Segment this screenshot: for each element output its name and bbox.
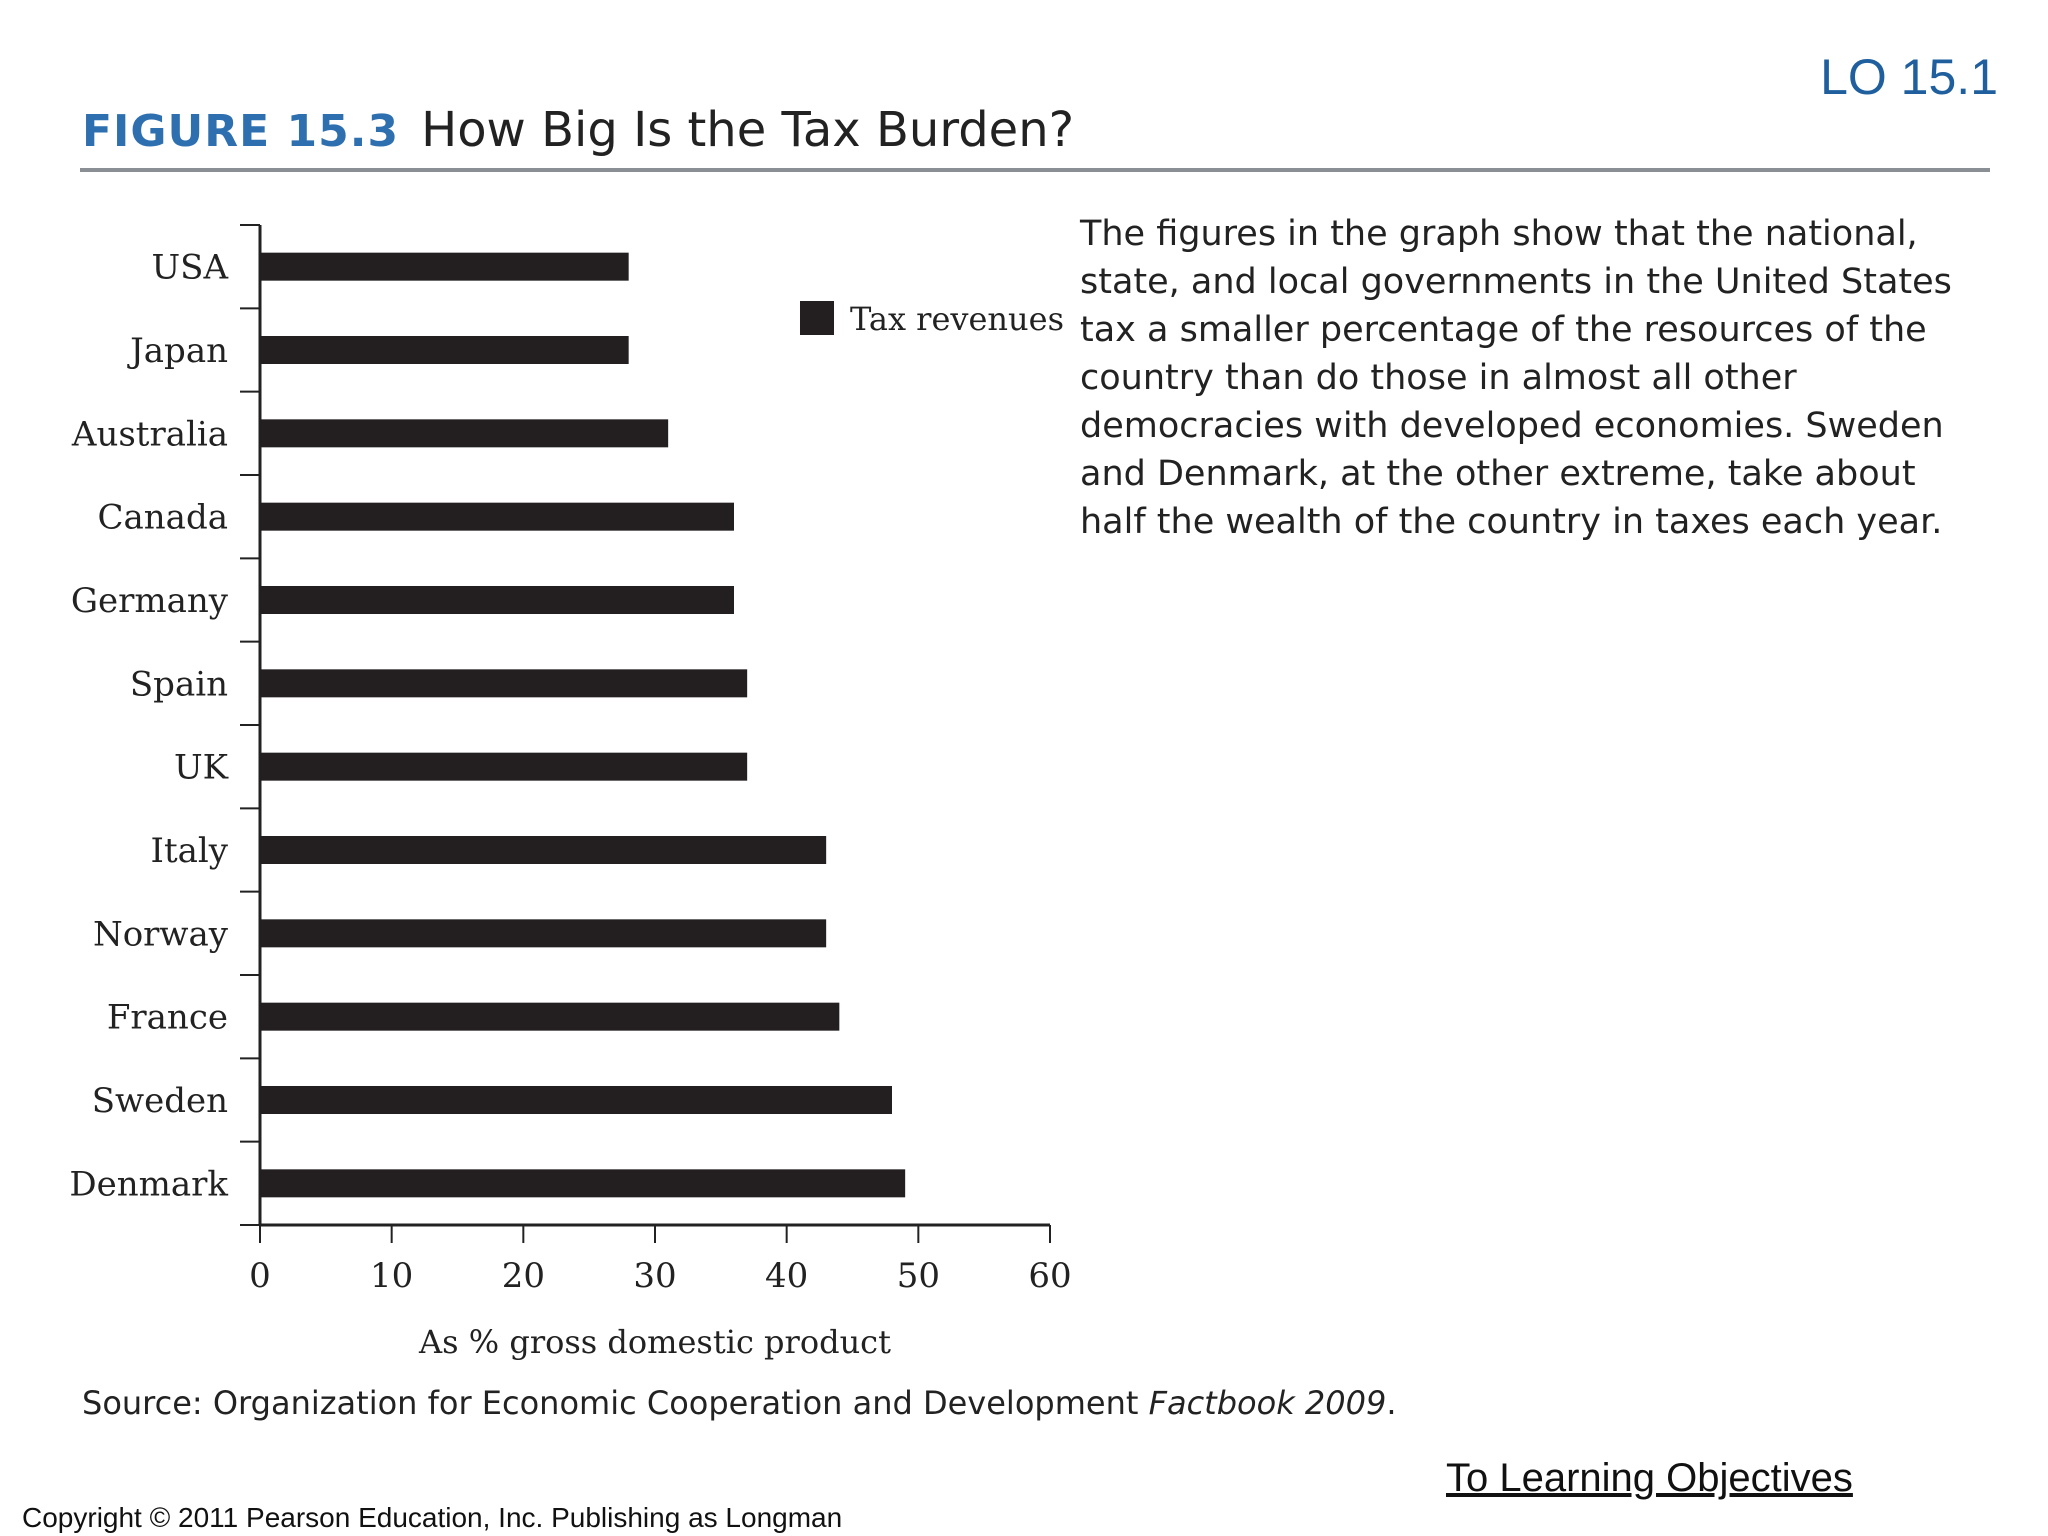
- category-label: UK: [174, 748, 229, 788]
- learning-objectives-link[interactable]: To Learning Objectives: [1446, 1456, 1853, 1500]
- bar-norway: [260, 919, 827, 948]
- x-tick-label: 40: [765, 1256, 808, 1296]
- category-label: Australia: [71, 414, 228, 454]
- figure-title: How Big Is the Tax Burden?: [421, 102, 1075, 158]
- bar-denmark: [260, 1169, 906, 1198]
- category-label: Norway: [93, 914, 229, 954]
- category-label: Italy: [151, 831, 229, 871]
- bar-spain: [260, 669, 748, 698]
- bar-japan: [260, 336, 629, 364]
- x-tick-label: 30: [633, 1256, 676, 1296]
- x-axis-title: As % gross domestic product: [418, 1323, 891, 1361]
- figure-label: FIGURE 15.3: [82, 106, 400, 157]
- chart-legend: Tax revenues: [800, 300, 1064, 338]
- bar-france: [260, 1002, 840, 1031]
- bar-chart: 0 10 20 30 40 50 60 As % gross domestic product…: [69, 224, 1072, 1361]
- category-label: France: [107, 998, 228, 1038]
- category-label: Canada: [98, 498, 229, 538]
- source-publication: Factbook 2009: [1148, 1384, 1387, 1422]
- bar-germany: [260, 586, 734, 614]
- category-label: Germany: [71, 581, 229, 621]
- category-label: Denmark: [69, 1164, 228, 1204]
- chart-labels: 0 10 20 30 40 50 60 As % gross domestic product…: [69, 248, 1071, 1361]
- legend-swatch: [800, 301, 834, 335]
- chart-axes: [240, 224, 1051, 1243]
- source-note: Source: Organization for Economic Cooper…: [82, 1384, 1397, 1422]
- x-tick-label: 50: [897, 1256, 940, 1296]
- source-suffix: .: [1386, 1384, 1397, 1422]
- bar-canada: [260, 502, 734, 531]
- copyright-notice: Copyright © 2011 Pearson Education, Inc.…: [22, 1502, 843, 1533]
- header-divider: [80, 168, 1990, 172]
- x-tick-label: 20: [502, 1256, 545, 1296]
- source-prefix: Source: Organization for Economic Cooper…: [82, 1384, 1149, 1422]
- category-label: Japan: [127, 331, 228, 371]
- legend-label: Tax revenues: [850, 300, 1064, 338]
- category-label: Spain: [130, 664, 228, 704]
- bar-italy: [260, 836, 827, 864]
- x-tick-label: 60: [1028, 1256, 1071, 1296]
- x-tick-label: 0: [249, 1256, 271, 1296]
- x-tick-label: 10: [370, 1256, 413, 1296]
- category-label: USA: [152, 248, 229, 288]
- bar-sweden: [260, 1086, 892, 1114]
- lo-badge: LO 15.1: [1820, 49, 1998, 105]
- chart-bars: [260, 252, 906, 1198]
- bar-uk: [260, 752, 748, 781]
- figure-header: FIGURE 15.3 How Big Is the Tax Burden?: [82, 102, 1074, 158]
- category-label: Sweden: [92, 1081, 228, 1121]
- bar-usa: [260, 252, 629, 281]
- bar-australia: [260, 419, 669, 448]
- figure-caption: The figures in the graph show that the n…: [1080, 214, 1952, 542]
